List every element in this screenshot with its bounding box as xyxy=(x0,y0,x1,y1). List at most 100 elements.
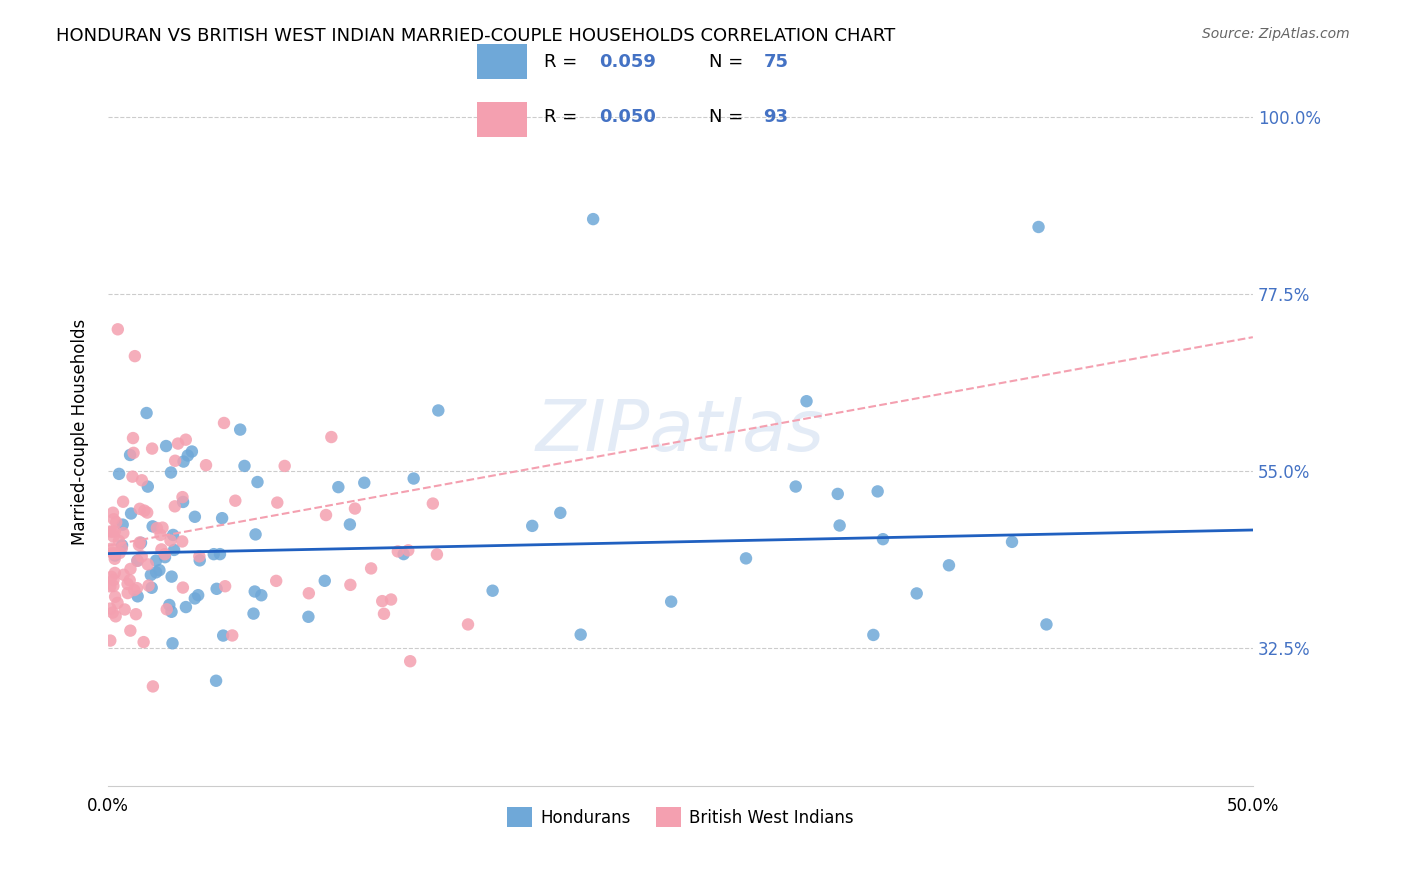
Point xyxy=(122,583,145,598)
FancyBboxPatch shape xyxy=(477,102,527,136)
Point xyxy=(481,583,503,598)
Point xyxy=(180,444,202,458)
Text: 0.059: 0.059 xyxy=(599,53,655,70)
Point xyxy=(157,598,180,612)
Point xyxy=(184,509,207,524)
FancyBboxPatch shape xyxy=(477,45,527,79)
Point xyxy=(112,494,135,508)
Point xyxy=(211,511,233,525)
Point xyxy=(172,495,194,509)
Point xyxy=(298,586,321,600)
Point xyxy=(136,480,159,494)
Point xyxy=(100,570,122,584)
Point xyxy=(205,673,228,688)
Point xyxy=(101,506,124,520)
Point xyxy=(107,322,129,336)
Point xyxy=(104,590,127,604)
Point xyxy=(153,547,176,561)
Text: Source: ZipAtlas.com: Source: ZipAtlas.com xyxy=(1202,27,1350,41)
Point xyxy=(136,506,159,520)
Point xyxy=(129,536,152,550)
Point xyxy=(162,636,184,650)
Point xyxy=(245,527,267,541)
Point xyxy=(101,524,124,539)
Point xyxy=(108,546,131,560)
Point xyxy=(108,533,131,548)
Point xyxy=(187,588,209,602)
Point xyxy=(174,433,197,447)
Point xyxy=(422,497,444,511)
Point xyxy=(103,529,125,543)
Point xyxy=(103,512,125,526)
Point xyxy=(273,458,295,473)
Point xyxy=(569,627,592,641)
Point xyxy=(149,528,172,542)
Point xyxy=(212,416,235,430)
Point xyxy=(229,423,252,437)
Point xyxy=(173,454,195,468)
Point xyxy=(162,528,184,542)
Point xyxy=(174,600,197,615)
Y-axis label: Married-couple Households: Married-couple Households xyxy=(72,318,89,545)
Text: N =: N = xyxy=(709,53,748,70)
Point xyxy=(145,553,167,567)
Point xyxy=(297,609,319,624)
Point xyxy=(134,503,156,517)
Point xyxy=(387,544,409,558)
Point xyxy=(172,490,194,504)
Point xyxy=(339,517,361,532)
Point xyxy=(141,581,163,595)
Point xyxy=(427,403,450,417)
Point xyxy=(104,524,127,538)
Point xyxy=(98,633,121,648)
Point xyxy=(136,558,159,572)
Point xyxy=(205,582,228,596)
Point xyxy=(373,607,395,621)
Point xyxy=(135,406,157,420)
Point xyxy=(250,588,273,602)
Point xyxy=(104,549,127,563)
Point xyxy=(146,521,169,535)
Point xyxy=(221,628,243,642)
Point xyxy=(1001,534,1024,549)
Point xyxy=(160,466,183,480)
Point xyxy=(343,501,366,516)
Point xyxy=(862,628,884,642)
Legend: Hondurans, British West Indians: Hondurans, British West Indians xyxy=(501,800,860,834)
Point xyxy=(159,533,181,548)
Point xyxy=(117,577,139,591)
Point xyxy=(103,547,125,561)
Point xyxy=(339,578,361,592)
Point xyxy=(128,501,150,516)
Point xyxy=(550,506,572,520)
Point xyxy=(111,538,134,552)
Point xyxy=(131,549,153,564)
Point xyxy=(100,541,122,556)
Point xyxy=(120,562,142,576)
Point xyxy=(155,439,177,453)
Point xyxy=(98,579,121,593)
Point xyxy=(214,579,236,593)
Point xyxy=(827,487,849,501)
Point xyxy=(785,479,807,493)
Point xyxy=(360,561,382,575)
Point xyxy=(659,594,682,608)
Point xyxy=(117,586,139,600)
Point xyxy=(112,567,135,582)
Point xyxy=(371,594,394,608)
Point xyxy=(184,591,207,606)
Point xyxy=(124,349,146,363)
Point xyxy=(796,394,818,409)
Point xyxy=(314,574,336,588)
Point xyxy=(582,212,605,227)
Point xyxy=(128,535,150,549)
Point xyxy=(104,566,127,580)
Point xyxy=(125,607,148,622)
Point xyxy=(402,471,425,485)
Point xyxy=(120,507,142,521)
Point xyxy=(212,629,235,643)
Point xyxy=(380,592,402,607)
Point xyxy=(127,590,149,604)
Point xyxy=(165,454,187,468)
Point xyxy=(167,436,190,450)
